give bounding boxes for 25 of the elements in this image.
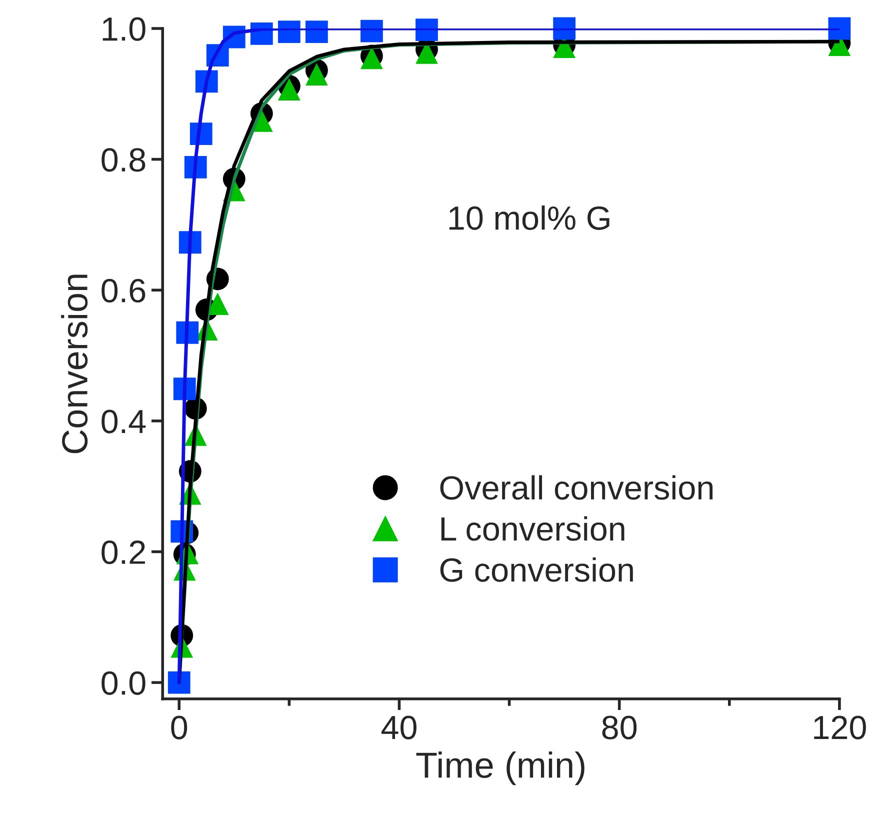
y-tick-label: 1.0 xyxy=(102,17,146,41)
y-tick-label: 0.2 xyxy=(102,540,145,564)
point xyxy=(278,78,300,101)
y-tick-label: 0.0 xyxy=(102,671,146,695)
point xyxy=(168,671,190,694)
point xyxy=(553,17,576,40)
x-tick-label: 120 xyxy=(814,716,866,740)
x-tick-label: 80 xyxy=(602,716,637,740)
point xyxy=(305,63,328,86)
y-axis-title: Conversion xyxy=(61,274,88,454)
x-axis-title: Time (min) xyxy=(416,751,584,786)
y-tick-label: 0.8 xyxy=(102,148,146,172)
point xyxy=(305,20,328,43)
point xyxy=(828,17,851,40)
point xyxy=(278,20,300,43)
legend-label: Overall conversion xyxy=(440,475,713,500)
point xyxy=(360,20,383,42)
x-tick-label: 0 xyxy=(171,716,188,740)
y-tick-label: 0.4 xyxy=(102,410,146,434)
legend-label: G conversion xyxy=(440,557,633,582)
point xyxy=(416,18,438,41)
y-tick-label: 0.6 xyxy=(102,278,146,303)
annotation: 10 mol% G xyxy=(449,205,610,230)
legend-label: L conversion xyxy=(441,516,624,541)
x-tick-label: 40 xyxy=(381,716,416,740)
